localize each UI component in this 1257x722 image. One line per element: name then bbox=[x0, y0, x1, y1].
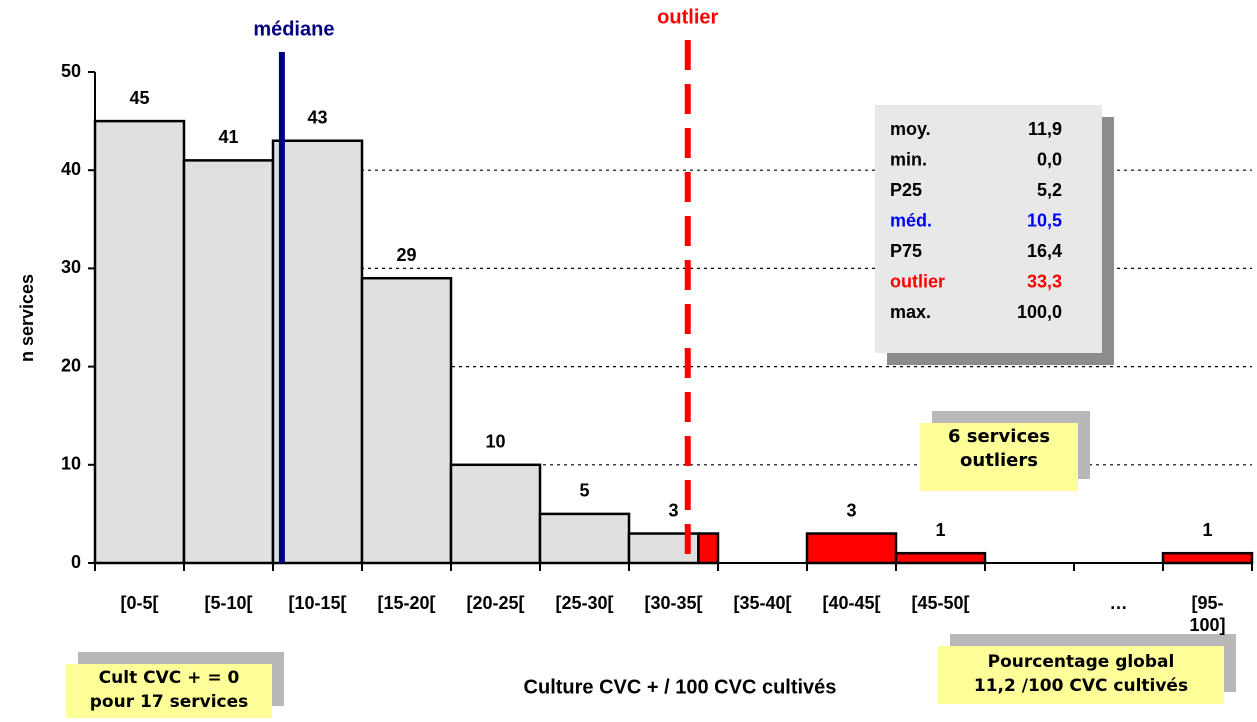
stat-value: 10,5 bbox=[1027, 210, 1062, 230]
stat-value: 5,2 bbox=[1037, 180, 1062, 200]
x-tick-label: [95-100] bbox=[1189, 593, 1226, 635]
stat-value: 0,0 bbox=[1037, 149, 1062, 169]
y-tick-label: 20 bbox=[61, 355, 81, 375]
bar-outlier-part bbox=[697, 532, 720, 565]
y-tick-label: 10 bbox=[61, 454, 81, 474]
bar bbox=[449, 463, 542, 565]
bar bbox=[360, 276, 453, 565]
value-label: 3 bbox=[668, 500, 678, 520]
stats-box bbox=[875, 105, 1102, 353]
x-tick-label: [25-30[ bbox=[555, 593, 614, 613]
bar bbox=[894, 551, 987, 565]
x-tick-label: [45-50[ bbox=[911, 593, 970, 613]
x-tick-label: [0-5[ bbox=[120, 593, 159, 613]
stat-label: max. bbox=[890, 302, 931, 322]
value-label: 3 bbox=[846, 500, 856, 520]
outlier-label: outlier bbox=[657, 6, 718, 28]
stat-value: 100,0 bbox=[1017, 302, 1062, 322]
value-label: 1 bbox=[1202, 520, 1212, 540]
stat-value: 11,9 bbox=[1028, 119, 1062, 139]
value-label: 45 bbox=[129, 88, 149, 108]
bar bbox=[93, 119, 186, 565]
value-label: 5 bbox=[579, 481, 589, 501]
stat-label: méd. bbox=[890, 210, 932, 230]
bar bbox=[805, 532, 898, 565]
stat-label: moy. bbox=[890, 119, 931, 139]
y-tick-label: 50 bbox=[61, 61, 81, 81]
y-tick-label: 40 bbox=[61, 159, 81, 179]
annotation: Pourcentage global 11,2 /100 CVC cultivé… bbox=[938, 646, 1224, 704]
x-tick-label: [35-40[ bbox=[733, 593, 792, 613]
annotation: Cult CVC + = 0 pour 17 services bbox=[66, 664, 272, 718]
x-tick-label: [20-25[ bbox=[466, 593, 525, 613]
x-tick-label: [30-35[ bbox=[644, 593, 703, 613]
stat-value: 16,4 bbox=[1027, 241, 1062, 261]
stat-label: P75 bbox=[890, 241, 922, 261]
x-tick-label: [5-10[ bbox=[204, 593, 253, 613]
bar bbox=[182, 159, 275, 565]
x-tick-label: [15-20[ bbox=[377, 593, 436, 613]
value-label: 43 bbox=[307, 107, 327, 127]
bar bbox=[1161, 551, 1254, 565]
stat-label: P25 bbox=[890, 180, 922, 200]
x-axis-title: Culture CVC + / 100 CVC cultivés bbox=[524, 676, 837, 698]
x-tick-label: [10-15[ bbox=[288, 593, 347, 613]
value-label: 1 bbox=[935, 520, 945, 540]
stat-value: 33,3 bbox=[1027, 271, 1062, 291]
value-label: 41 bbox=[218, 127, 238, 147]
annotation: 6 services outliers bbox=[920, 423, 1078, 491]
stat-label: outlier bbox=[890, 271, 945, 291]
y-tick-label: 0 bbox=[71, 552, 81, 572]
x-tick-label: … bbox=[1109, 593, 1128, 613]
x-tick-label: [40-45[ bbox=[822, 593, 881, 613]
value-label: 10 bbox=[485, 432, 505, 452]
y-tick-label: 30 bbox=[61, 257, 81, 277]
bar bbox=[538, 512, 631, 565]
stat-label: min. bbox=[890, 149, 927, 169]
median-label: médiane bbox=[253, 18, 334, 40]
y-axis-title: n services bbox=[17, 274, 37, 362]
bar bbox=[271, 139, 364, 565]
value-label: 29 bbox=[396, 245, 416, 265]
